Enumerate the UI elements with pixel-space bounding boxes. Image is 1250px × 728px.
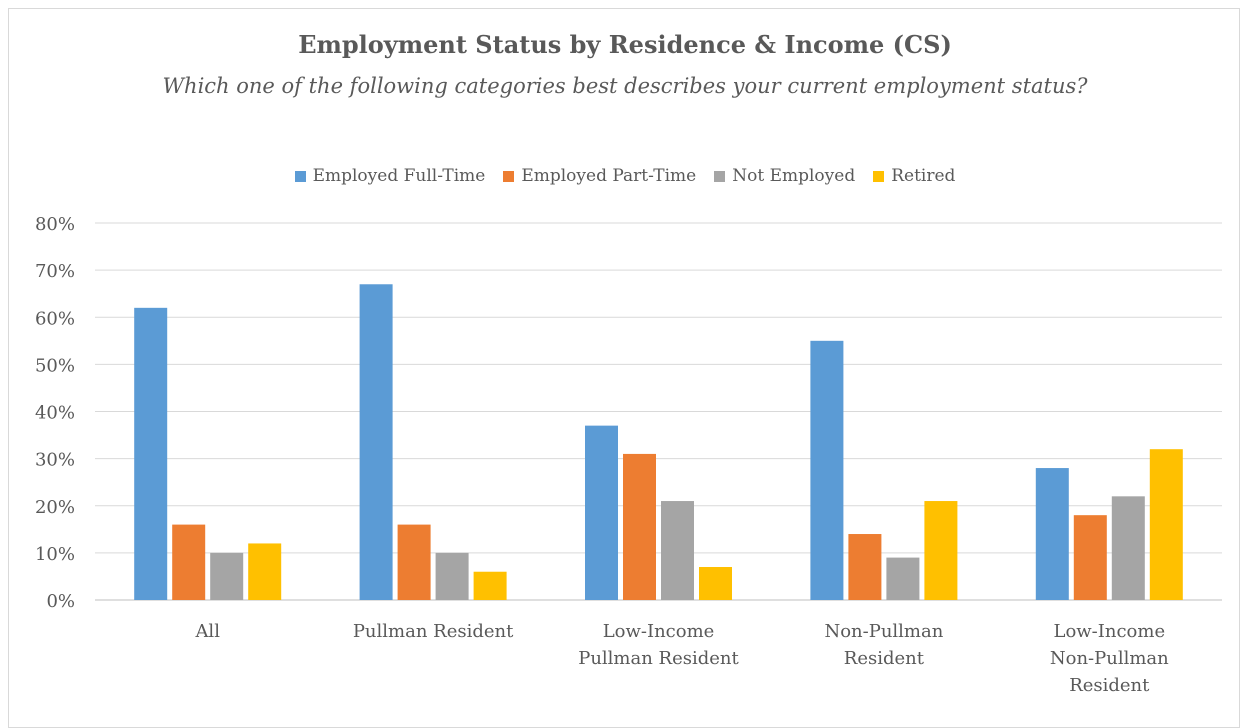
legend-item-not-employed: Not Employed [714,166,855,186]
bar-retired [248,543,282,600]
legend-item-employed-part-time: Employed Part-Time [503,166,696,186]
y-tick-label: 20% [35,497,75,518]
x-tick-label: Low-Income [1053,621,1165,642]
bar-employed-part-time [848,534,882,600]
bar-employed-full-time [1035,468,1069,600]
y-tick-label: 0% [46,591,75,612]
y-tick-label: 50% [35,355,75,376]
bar-not-employed [886,557,920,600]
bar-not-employed [1111,496,1145,600]
y-tick-label: 30% [35,450,75,471]
bar-employed-full-time [585,425,618,600]
bar-not-employed [210,552,244,600]
legend-swatch-not-employed [714,170,726,182]
bar-employed-part-time [172,524,206,600]
legend-label-retired: Retired [891,166,956,186]
bar-retired [1149,449,1183,600]
bar-employed-part-time [397,524,431,600]
legend-item-retired: Retired [873,166,955,186]
x-tick-label: All [194,621,220,642]
y-tick-label: 80% [35,214,75,235]
y-tick-label: 10% [35,544,75,565]
legend-label-employed-full-time: Employed Full-Time [312,166,486,186]
bar-not-employed [435,552,469,600]
bar-employed-full-time [134,307,168,600]
chart-title: Employment Status by Residence & Income … [298,30,952,59]
y-tick-label: 70% [35,261,75,282]
chart-legend: Employed Full-Time Employed Part-Time No… [0,163,1250,189]
x-tick-label: Low-Income [603,621,715,642]
bar-retired [924,501,958,600]
bar-employed-part-time [1073,515,1107,600]
chart-subtitle: Which one of the following categories be… [162,74,1088,98]
legend-swatch-employed-part-time [503,170,515,182]
bar-employed-part-time [623,453,656,600]
x-tick-label: Pullman Resident [578,648,739,669]
bar-employed-full-time [810,340,844,600]
legend-label-employed-part-time: Employed Part-Time [521,166,697,186]
bar-not-employed [661,501,694,600]
bar-retired [699,567,732,600]
x-tick-label: Resident [844,648,925,669]
legend-swatch-employed-full-time [294,170,306,182]
x-tick-label: Pullman Resident [353,621,514,642]
legend-item-employed-full-time: Employed Full-Time [294,166,486,186]
x-tick-label: Resident [1069,675,1150,696]
y-tick-label: 60% [35,308,75,329]
legend-label-not-employed: Not Employed [732,166,856,186]
y-tick-label: 40% [35,403,75,424]
x-tick-label: Non-Pullman [824,621,943,642]
chart-area [8,8,1240,728]
x-tick-label: Non-Pullman [1050,648,1169,669]
bar-retired [473,571,507,600]
legend-swatch-retired [873,170,885,182]
bar-employed-full-time [359,284,393,600]
